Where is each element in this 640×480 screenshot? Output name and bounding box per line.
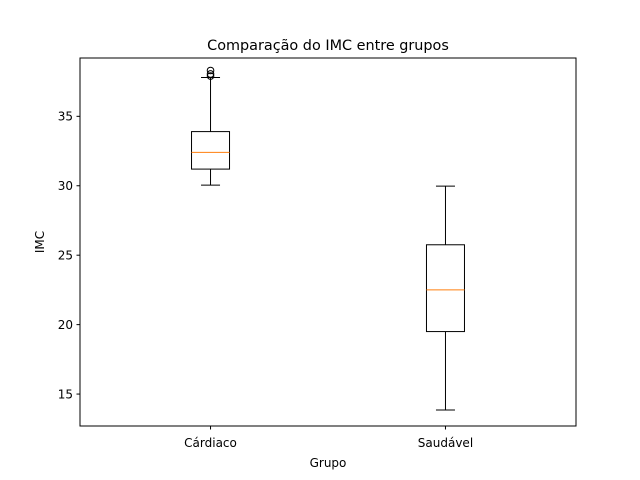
y-tick-label: 15 [58,387,73,401]
y-tick-label: 30 [58,179,73,193]
x-tick-label: Saudável [418,436,473,450]
y-tick-label: 20 [58,318,73,332]
x-tick-label: Cárdiaco [184,436,237,450]
chart-title: Comparação do IMC entre grupos [207,38,449,54]
x-axis-label: Grupo [310,456,347,470]
outlier-point [206,70,215,78]
outlier-point [206,66,215,75]
box-cardiaco [191,66,231,186]
y-axis-label: IMC [33,231,47,253]
x-axis: Cárdiaco Saudável [184,426,473,450]
y-tick-label: 35 [58,110,73,124]
outlier-point [206,72,215,80]
box-iqr [425,244,465,333]
plot-frame [79,57,577,427]
y-axis: 15 20 25 30 35 [58,110,80,401]
box-iqr [191,131,231,170]
box-saudavel [425,185,465,411]
y-tick-label: 25 [58,248,73,262]
plot-area [191,66,465,411]
